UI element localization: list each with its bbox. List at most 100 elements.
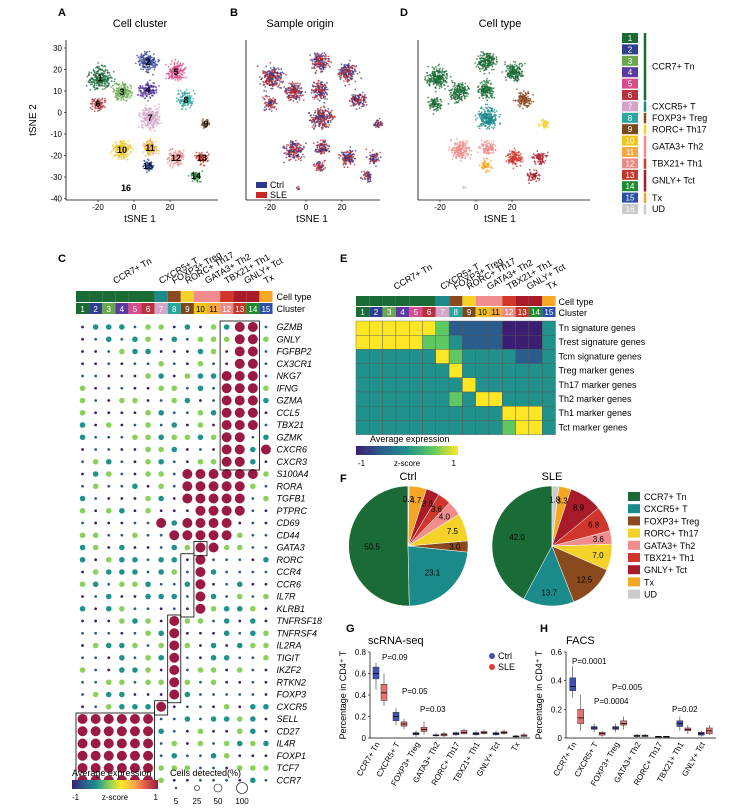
- panel-d-xticks: -20 0 20: [434, 200, 517, 212]
- panel-b-letter: B: [230, 7, 238, 19]
- legend-sle-swatch: [256, 192, 267, 198]
- gene-label: CCR7: [277, 775, 302, 785]
- gene-label: GNLY: [277, 334, 302, 344]
- panel-b-title: Sample origin: [266, 18, 333, 30]
- panel-a-yticks: 30 20 10 0 -10 -20 -30 -40: [50, 44, 66, 204]
- svg-text:0: 0: [132, 203, 137, 212]
- svg-text:10: 10: [53, 87, 62, 96]
- gene-label: S100A4: [277, 469, 309, 479]
- gene-label: CCL5: [277, 408, 301, 418]
- gene-label: SELL: [277, 714, 299, 724]
- pie-slice: [551, 485, 560, 547]
- svg-text:-20: -20: [264, 203, 276, 212]
- panel-a-letter: A: [58, 7, 66, 19]
- panel-b-xticks: -20 0 20: [264, 200, 347, 212]
- svg-text:-20: -20: [92, 203, 104, 212]
- gene-label: CXCR6: [277, 445, 308, 455]
- svg-text:16: 16: [121, 183, 131, 193]
- gene-label: FGFBP2: [277, 347, 312, 357]
- svg-text:-30: -30: [50, 173, 62, 182]
- panel-d-xlabel: tSNE 1: [484, 214, 516, 225]
- svg-text:20: 20: [166, 203, 175, 212]
- panel-b-xlabel: tSNE 1: [296, 214, 328, 225]
- svg-text:10: 10: [117, 145, 127, 155]
- tsne-celltype-plot: [424, 51, 550, 190]
- gene-label: CD69: [277, 518, 300, 528]
- panel-g-letter: G: [346, 623, 355, 635]
- panel-a-ylabel: tSNE 2: [28, 104, 39, 136]
- gene-label: IL7R: [277, 592, 297, 602]
- legend-ctrl-swatch: [256, 182, 267, 188]
- gene-label: GZMB: [277, 322, 303, 332]
- pie-slice: [407, 545, 468, 607]
- gene-label: FOXP1: [277, 751, 307, 761]
- panel-e-legend: Average expression-1 z-score 1: [356, 434, 458, 468]
- panel-d-title: Cell type: [479, 18, 522, 30]
- panel-g-title: scRNA-seq: [368, 635, 424, 647]
- svg-text:6: 6: [95, 99, 100, 109]
- gene-label: IKZF2: [277, 665, 302, 675]
- gene-label: RORA: [277, 481, 303, 491]
- svg-text:4: 4: [145, 85, 150, 95]
- gene-label: RTKN2: [277, 677, 306, 687]
- tsne-cluster-plot: [85, 50, 211, 191]
- panel-e-letter: E: [340, 253, 347, 265]
- pie-charts: Ctrl50.523.13.07.54.03.63.64.70.3SLE42.0…: [348, 471, 613, 607]
- gene-label: GATA3: [277, 543, 305, 553]
- gene-label: PTPRC: [277, 506, 308, 516]
- panel-c-letter: C: [58, 253, 66, 265]
- svg-text:0: 0: [58, 109, 63, 118]
- panel-a-title: Cell cluster: [113, 18, 168, 30]
- gene-label: GZMA: [277, 396, 303, 406]
- gene-label: KLRB1: [277, 604, 306, 614]
- gene-label: CXCR5: [277, 702, 309, 712]
- svg-text:3: 3: [119, 87, 124, 97]
- gene-label: TIGIT: [277, 653, 301, 663]
- gene-label: IL4R: [277, 739, 297, 749]
- svg-text:5: 5: [173, 67, 178, 77]
- gene-label: RORC: [277, 555, 304, 565]
- svg-text:14: 14: [191, 171, 201, 181]
- pie-slice: [491, 485, 553, 600]
- gene-label: CX3CR1: [277, 359, 313, 369]
- gene-label: TGFB1: [277, 494, 306, 504]
- gene-label: TCF7: [277, 763, 300, 773]
- gene-label: IFNG: [277, 383, 299, 393]
- panel-a-xlabel: tSNE 1: [124, 214, 156, 225]
- gene-label: CCR6: [277, 579, 302, 589]
- svg-text:9: 9: [203, 119, 208, 129]
- panel-h-letter: H: [540, 623, 548, 635]
- panel-h-title: FACS: [566, 635, 595, 647]
- gene-label: TBX21: [277, 420, 305, 430]
- svg-text:20: 20: [53, 66, 62, 75]
- svg-text:8: 8: [183, 95, 188, 105]
- svg-text:-20: -20: [50, 152, 62, 161]
- legend-ctrl-label: Ctrl: [270, 180, 284, 190]
- pie-slice: [348, 485, 410, 607]
- gene-label: FOXP3: [277, 690, 307, 700]
- svg-text:-10: -10: [50, 130, 62, 139]
- dot-plot: [75, 320, 271, 789]
- gene-label: CCR4: [277, 567, 302, 577]
- svg-text:13: 13: [197, 153, 207, 163]
- panel-d-letter: D: [400, 7, 408, 19]
- svg-text:1: 1: [97, 73, 102, 83]
- panel-f-letter: F: [340, 473, 347, 485]
- svg-text:0: 0: [304, 203, 309, 212]
- pie-slice: [523, 545, 575, 607]
- gene-label: CD44: [277, 530, 300, 540]
- tsne-sample-plot: [256, 52, 384, 191]
- gene-label: TNFRSF4: [277, 628, 318, 638]
- svg-text:20: 20: [338, 203, 347, 212]
- pie-slice: [407, 485, 410, 547]
- svg-text:15: 15: [143, 161, 153, 171]
- svg-text:12: 12: [171, 153, 181, 163]
